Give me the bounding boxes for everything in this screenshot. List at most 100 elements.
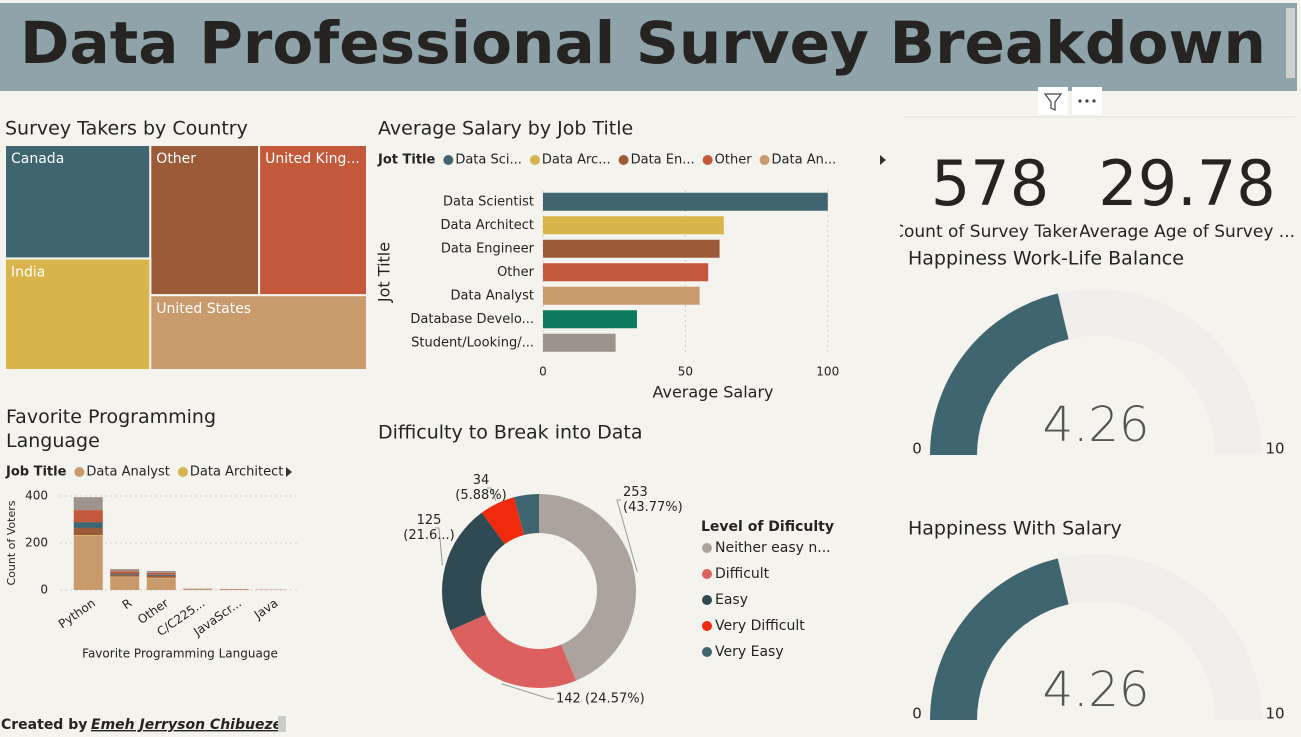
legend-label: Other — [715, 153, 753, 168]
treemap-tile — [149, 144, 261, 297]
x-axis-title: Average Salary — [652, 383, 773, 402]
y-tick-label: 0 — [40, 583, 48, 597]
filter-button[interactable] — [1038, 87, 1068, 115]
y-axis-title: Count of Voters — [5, 500, 18, 585]
legend-marker — [702, 621, 712, 631]
legend-label: Difficult — [715, 566, 770, 582]
y-tick-label: Data Engineer — [441, 241, 535, 256]
data-label: (21.6...) — [403, 528, 455, 543]
bar-segment — [73, 497, 103, 511]
legend-marker — [759, 155, 770, 165]
legend-more — [286, 467, 292, 477]
y-tick-label: Data Architect — [441, 218, 534, 233]
bar-segment — [110, 574, 140, 577]
bar — [543, 239, 720, 258]
bar — [543, 263, 709, 282]
gauge-tick-label: 10 — [1265, 440, 1284, 458]
data-label: (43.77%) — [623, 500, 683, 515]
legend-marker — [177, 467, 188, 477]
gauge-tick-label: 10 — [1265, 705, 1284, 723]
legend-marker — [74, 467, 85, 477]
treemap-tile — [4, 257, 152, 371]
bar-segment — [73, 510, 103, 523]
bar-segment — [146, 572, 176, 575]
legend-label: Easy — [715, 592, 748, 608]
chart-title: Favorite Programming Language — [6, 406, 217, 452]
bar — [543, 216, 724, 235]
bar — [543, 192, 828, 211]
legend-label: Data En... — [631, 153, 695, 168]
x-tick-label: 50 — [678, 365, 693, 379]
data-label: 253 — [623, 485, 648, 500]
legend-label: Data Analyst — [86, 465, 169, 480]
more-icon — [1078, 99, 1096, 103]
x-axis-title: Favorite Programming Language — [82, 647, 278, 661]
gauge-fill — [930, 293, 1069, 455]
x-tick-label: 0 — [539, 365, 547, 379]
bar-segment — [73, 527, 103, 536]
legend-label: Very Easy — [715, 644, 784, 660]
footer-marker — [278, 716, 286, 732]
scrollbar — [1286, 8, 1295, 78]
legend-title: Level of Dificulty — [701, 519, 834, 535]
legend-label: Data Arc... — [542, 153, 611, 168]
donut-slice — [450, 614, 576, 688]
chart-title: Happiness With Salary — [908, 518, 1122, 540]
tile-label: Other — [156, 151, 196, 167]
x-tick-label: R — [120, 596, 135, 612]
legend-label: Very Difficult — [715, 618, 805, 634]
y-tick-label: Student/Looking/... — [411, 335, 534, 350]
bar-segment — [73, 522, 103, 528]
legend-marker — [702, 543, 712, 553]
x-tick-label: Python — [56, 596, 98, 631]
bar — [543, 286, 700, 305]
data-label: 34 — [473, 473, 490, 488]
tile-label: United States — [156, 301, 251, 317]
y-tick-label: Data Analyst — [451, 288, 534, 303]
data-label: 142 (24.57%) — [556, 692, 645, 707]
gauge-value: 4.26 — [1043, 662, 1150, 718]
chart-title: Happiness Work-Life Balance — [908, 248, 1184, 270]
legend-label: Data Architect — [190, 465, 283, 480]
legend-marker — [702, 647, 712, 657]
bar-segment — [110, 573, 140, 575]
gauge-tick-label: 0 — [912, 705, 922, 723]
dashboard-title: Data Professional Survey Breakdown — [20, 9, 1266, 77]
legend-marker — [529, 155, 540, 165]
tile-label: United King... — [265, 151, 360, 167]
legend-title: Jot Title — [377, 153, 436, 168]
data-label: 125 — [417, 513, 442, 528]
x-tick-label: Java — [251, 596, 281, 623]
treemap-tile — [258, 144, 368, 297]
bar-segment — [73, 535, 103, 590]
legend-marker — [702, 595, 712, 605]
bar-segment — [146, 575, 176, 578]
leader-line — [616, 499, 638, 572]
bar-segment — [110, 571, 140, 574]
filter-icon — [1043, 93, 1063, 111]
bar — [543, 333, 616, 352]
donut-slice — [442, 512, 505, 631]
data-label: (5.88%) — [455, 488, 506, 503]
legend-more — [880, 155, 886, 165]
card-value: 29.78 — [1098, 147, 1276, 220]
chart-title: Difficulty to Break into Data — [378, 422, 643, 444]
bar-segment — [146, 578, 176, 590]
legend-marker — [702, 155, 713, 165]
legend-title: Job Title — [5, 465, 67, 480]
bar — [543, 310, 637, 329]
bar-segment — [73, 535, 103, 536]
y-tick-label: Database Develo... — [410, 312, 534, 327]
legend-marker — [702, 569, 712, 579]
legend-label: Data Sci... — [455, 153, 522, 168]
gauge-value: 4.26 — [1043, 397, 1150, 453]
y-tick-label: 400 — [25, 489, 48, 503]
header-band — [0, 3, 1297, 91]
legend-marker — [618, 155, 629, 165]
card-label: Count of Survey Takers — [892, 222, 1088, 242]
x-tick-label: 100 — [816, 365, 839, 379]
leader-line — [435, 527, 443, 566]
card-label: Average Age of Survey ... — [1079, 222, 1295, 242]
bar-segment — [183, 589, 213, 590]
